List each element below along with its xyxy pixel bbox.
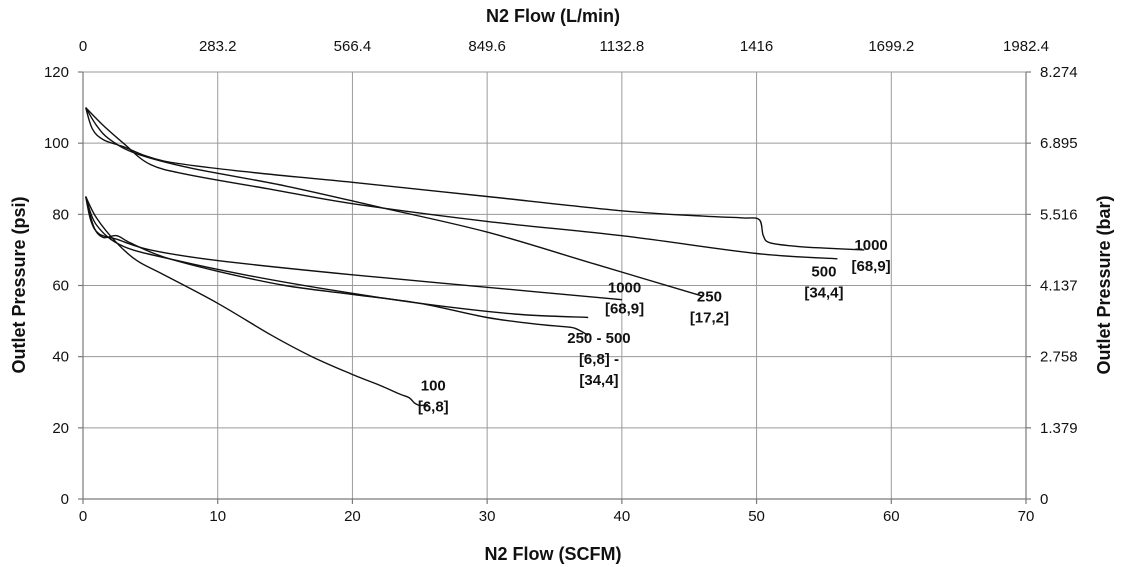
x-tick-label-bottom: 50 — [748, 508, 765, 525]
series-label-4: 1000 [68,9] — [605, 280, 644, 318]
x-tick-label-top: 566.4 — [334, 38, 372, 55]
series-label-line: [68,9] — [851, 258, 890, 275]
x-tick-label-top: 0 — [79, 38, 87, 55]
x-tick-label-bottom: 40 — [614, 508, 631, 525]
y-tick-label-left: 20 — [52, 420, 69, 437]
x-tick-label-bottom: 0 — [79, 508, 87, 525]
series-label-2: 500 [34,4] — [804, 264, 843, 302]
y-tick-label-right: 8.274 — [1040, 64, 1078, 81]
series-label-line: [34,4] — [579, 372, 618, 389]
x-axis-title-bottom: N2 Flow (SCFM) — [485, 544, 622, 564]
tick-labels: 0 10 20 30 40 50 60 70 0 283.2 566.4 849.6 1132.8 141… — [44, 38, 1078, 525]
y-tick-label-left: 80 — [52, 206, 69, 223]
series-label-5: 250 - 500 [6,8] - [34,4] — [567, 330, 630, 389]
series-label-line: [34,4] — [804, 285, 843, 302]
series-line-2 — [85, 107, 838, 260]
x-tick-label-top: 1416 — [740, 38, 773, 55]
grid — [83, 71, 1026, 499]
y-tick-label-left: 120 — [44, 64, 69, 81]
series-label-line: 500 — [811, 264, 836, 281]
y-tick-label-right: 2.758 — [1040, 349, 1078, 366]
series-label-line: [68,9] — [605, 301, 644, 318]
y-tick-label-right: 4.137 — [1040, 278, 1078, 295]
x-tick-label-top: 1132.8 — [599, 38, 644, 55]
series-line-1 — [85, 107, 865, 251]
y-tick-label-right: 6.895 — [1040, 135, 1078, 152]
x-tick-label-top: 283.2 — [199, 38, 237, 55]
y-tick-label-left: 40 — [52, 349, 69, 366]
series-line-6 — [85, 196, 589, 319]
series-label-line: 250 — [697, 289, 722, 306]
y-tick-label-right: 5.516 — [1040, 206, 1078, 223]
series-label-line: 250 - 500 — [567, 330, 630, 347]
x-tick-label-bottom: 10 — [209, 508, 226, 525]
series-label-1: 1000 [68,9] — [851, 237, 890, 275]
x-tick-label-top: 1982.4 — [1003, 38, 1049, 55]
x-tick-label-top: 849.6 — [468, 38, 506, 55]
y-axis-title-left: Outlet Pressure (psi) — [9, 196, 29, 373]
series-label-line: 1000 — [854, 237, 887, 254]
x-axis-title-top: N2 Flow (L/min) — [486, 6, 620, 26]
y-axis-title-right: Outlet Pressure (bar) — [1094, 195, 1114, 374]
x-tick-label-bottom: 20 — [344, 508, 361, 525]
curve-labels: 1000 [68,9] 500 [34,4] 250 [17,2] 1000 [68,9] 25… — [418, 237, 891, 416]
series-label-line: [6,8] - — [579, 351, 619, 368]
y-tick-label-right: 0 — [1040, 491, 1048, 508]
x-tick-label-bottom: 30 — [479, 508, 496, 525]
y-tick-label-left: 0 — [61, 491, 69, 508]
series-label-line: [17,2] — [690, 310, 729, 327]
series-label-3: 250 [17,2] — [690, 289, 729, 327]
series-line-3 — [85, 107, 703, 297]
y-tick-label-left: 100 — [44, 135, 69, 152]
series-label-line: 1000 — [608, 280, 641, 297]
series-label-line: [6,8] — [418, 398, 449, 415]
series-label-7: 100 [6,8] — [418, 377, 449, 415]
series-label-line: 100 — [421, 377, 446, 394]
x-tick-label-bottom: 70 — [1018, 508, 1035, 525]
series — [85, 107, 865, 407]
x-tick-label-bottom: 60 — [883, 508, 900, 525]
axes — [78, 71, 1031, 504]
x-tick-label-top: 1699.2 — [868, 38, 914, 55]
y-tick-label-left: 60 — [52, 278, 69, 295]
series-line-7 — [85, 196, 428, 407]
y-tick-label-right: 1.379 — [1040, 420, 1078, 437]
